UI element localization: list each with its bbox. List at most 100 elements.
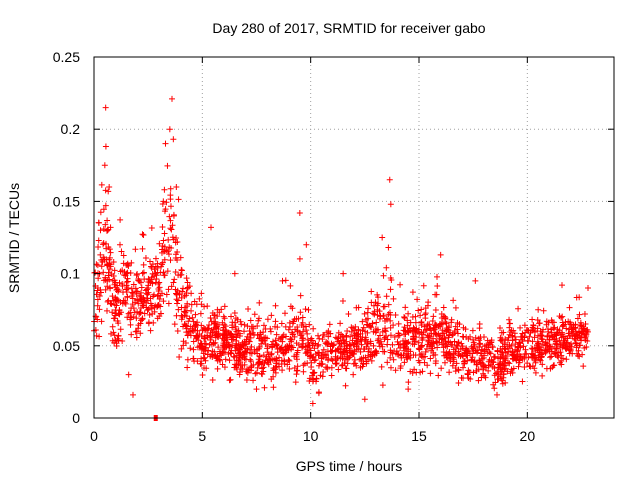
data-point [110,258,117,265]
data-point [520,343,527,350]
data-point [147,258,154,265]
data-point [521,363,528,370]
data-point-notable [102,143,109,150]
data-point [499,377,506,384]
data-point [311,357,318,364]
data-point [174,256,181,263]
data-point [229,342,236,349]
data-point [491,372,498,379]
data-point [578,334,585,341]
data-point-notable [184,364,191,371]
data-point [387,354,394,361]
data-point [383,315,390,322]
data-point [389,350,396,357]
data-point [133,272,140,279]
data-point [120,252,127,259]
data-point [540,307,547,314]
data-point [257,329,264,336]
data-point [255,317,262,324]
data-point [164,268,171,275]
data-point [542,347,549,354]
data-point [414,296,421,303]
data-point [476,325,483,332]
data-point [174,297,181,304]
data-point [272,318,279,325]
data-point [476,344,483,351]
data-point [581,310,588,317]
data-point [459,333,466,340]
data-point [516,340,523,347]
data-point [441,359,448,366]
data-point [299,314,306,321]
data-point [379,343,386,350]
data-point [145,279,152,286]
data-point [323,329,330,336]
data-point [357,356,364,363]
data-point [407,368,414,375]
data-point [94,287,101,294]
data-point [272,323,279,330]
data-point [539,338,546,345]
data-point [244,345,251,352]
data-point [140,261,147,268]
data-point [285,326,292,333]
data-point [577,342,584,349]
data-point [405,379,412,386]
data-point [236,369,243,376]
data-point [184,332,191,339]
data-point [302,323,309,330]
data-point [268,312,275,319]
data-point [95,244,102,250]
data-point [174,238,181,245]
data-point [436,321,443,328]
data-point [530,322,537,329]
data-point [475,335,482,342]
data-point [459,343,466,350]
data-point-notable [123,270,130,277]
data-point [392,367,399,374]
data-point [518,333,525,340]
data-point [358,341,365,348]
data-point [229,324,236,331]
data-point [97,289,104,296]
data-point [247,349,254,356]
data-point [306,342,313,349]
data-point [127,321,134,328]
data-point [549,319,556,326]
data-point [96,306,103,313]
data-point [359,334,366,341]
data-point [155,286,162,293]
data-point [328,372,335,379]
data-point [294,367,301,374]
data-point [583,343,590,350]
data-point [116,306,123,313]
data-point [461,360,468,367]
data-point [558,314,565,321]
data-point [156,240,163,247]
data-point [178,345,185,352]
data-point [539,361,546,368]
data-point [521,322,528,329]
data-point [198,322,205,329]
data-point [201,354,208,361]
data-point [115,310,122,317]
data-point [402,304,409,311]
data-point [364,309,371,316]
data-point [351,347,358,354]
y-tick-label: 0.25 [53,49,80,65]
data-point [220,340,227,347]
data-point [579,330,586,337]
data-point [174,287,181,294]
data-point-notable [125,371,132,378]
data-point [456,321,463,328]
data-point [455,380,462,387]
data-point [371,311,378,318]
data-point [256,299,263,306]
data-point [165,236,172,243]
data-point [214,313,221,320]
data-point [202,347,209,354]
data-point [312,351,319,358]
data-point [369,320,376,327]
data-point [186,315,193,322]
data-point [500,371,507,378]
